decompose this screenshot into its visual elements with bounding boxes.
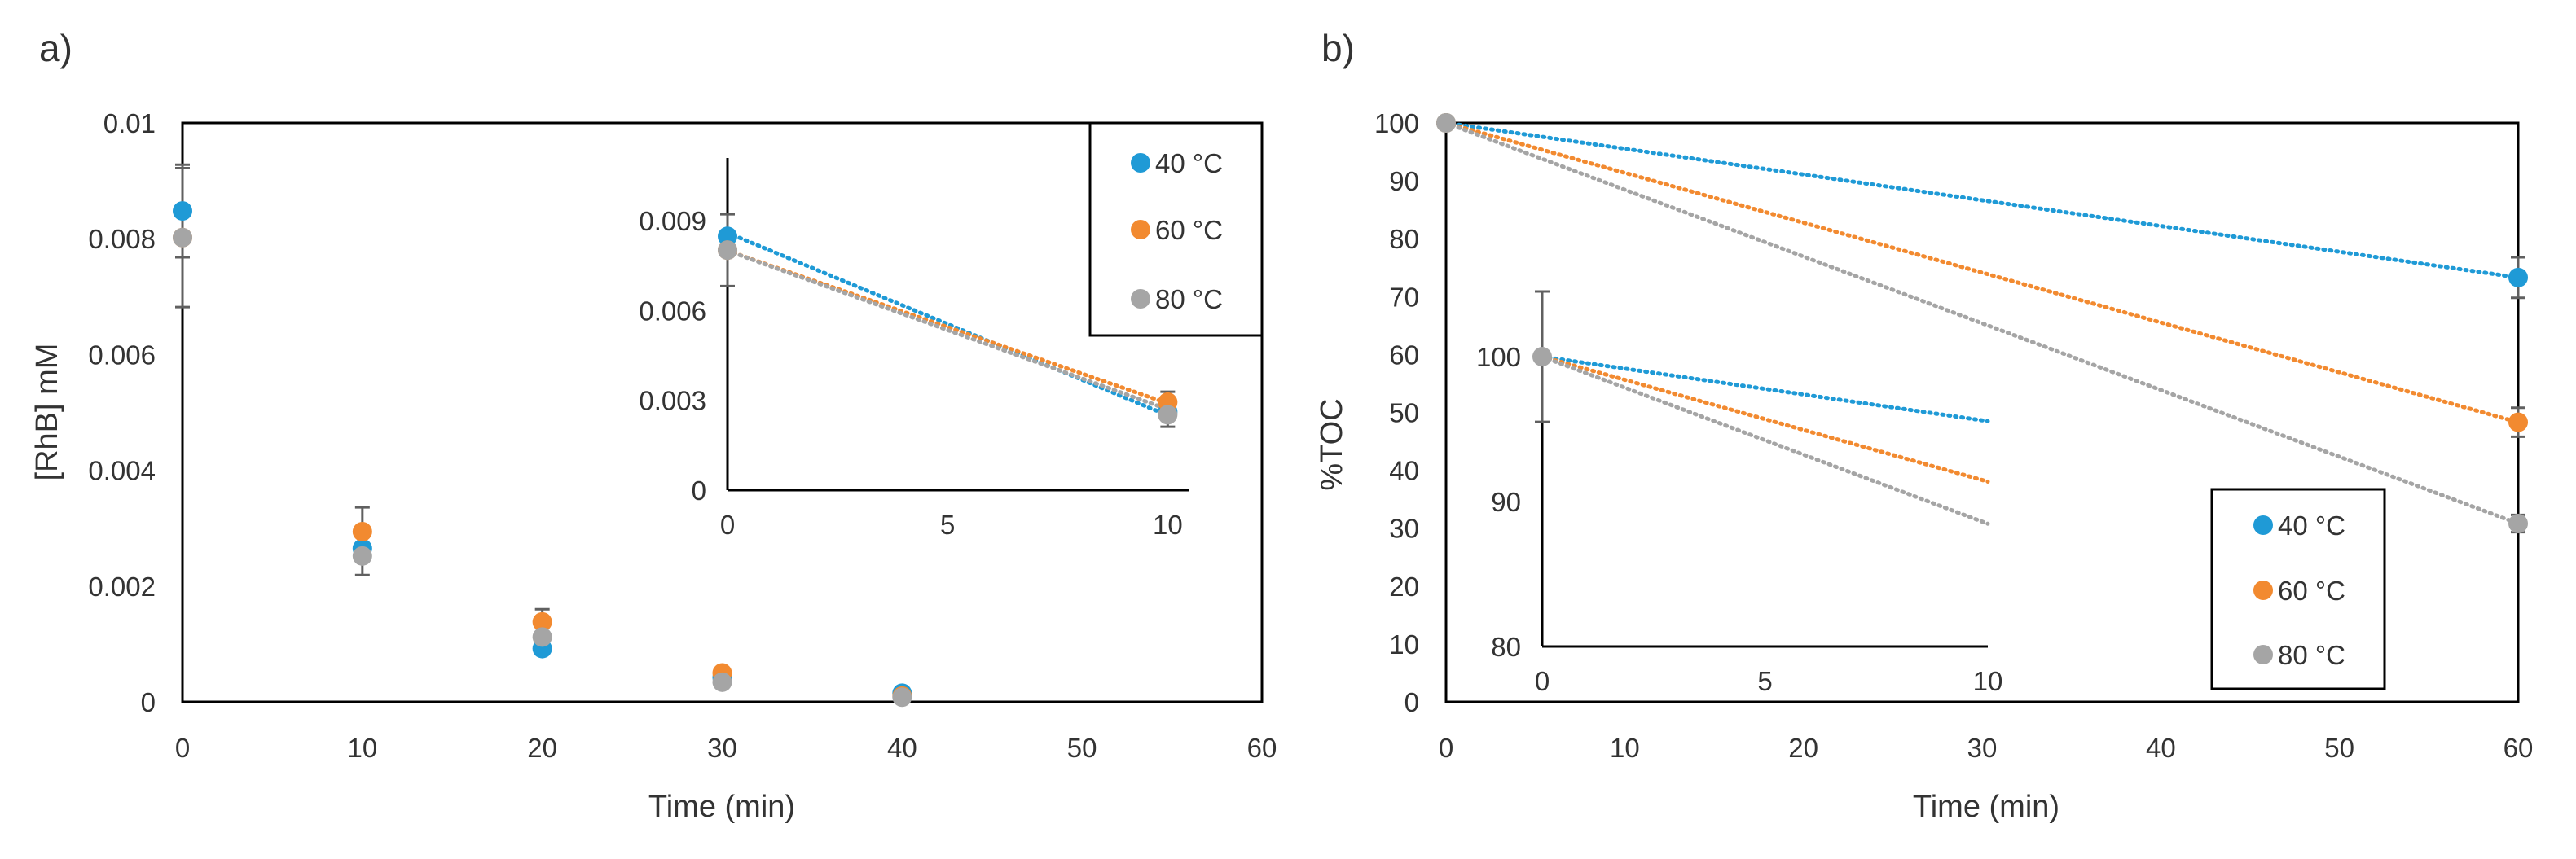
legend-marker [1131,289,1150,309]
legend-marker [2253,645,2273,664]
data-point [1436,113,1456,133]
x-tick-label: 20 [1788,733,1818,763]
y-tick-label: 50 [1389,398,1419,428]
inset-x-tick-label: 0 [720,510,735,540]
data-point [2508,412,2528,432]
inset-y-tick-label: 0.006 [639,296,706,326]
y-tick-label: 0.002 [88,572,156,602]
legend-marker [2253,515,2273,535]
trendline [1444,121,2521,526]
inset-y-tick-label: 0.009 [639,206,706,236]
inset-y-tick-label: 0.003 [639,386,706,416]
data-point [352,546,372,566]
trendline [1444,121,2521,280]
y-tick-label: 10 [1389,629,1419,660]
data-point [2508,267,2528,287]
y-tick-label: 70 [1389,282,1419,312]
x-tick-label: 0 [175,733,190,763]
y-axis-label: %TOC [1315,398,1349,490]
inset-y-tick-label: 90 [1491,487,1521,517]
data-point [892,687,912,708]
y-tick-label: 0.01 [103,108,156,138]
x-tick-label: 60 [2503,733,2534,763]
legend-marker [2253,581,2273,600]
x-tick-label: 40 [887,733,917,763]
x-tick-label: 20 [527,733,557,763]
data-point [2508,514,2528,534]
inset-trendline [725,248,1170,412]
data-point [532,627,552,647]
inset-y-tick-label: 80 [1491,632,1521,662]
legend-label: 60 °C [1155,215,1223,245]
inset-chart: 0 5 10 80 90 100 [1476,290,2003,696]
inset-y-tick-label: 0 [692,476,706,506]
inset-y-tick-label: 100 [1476,342,1521,372]
x-tick-label: 60 [1247,733,1277,763]
panel-b: b)0 10 20 30 40 50 600102030405060708090100Tim… [1315,27,2533,824]
data-point [1532,347,1552,367]
x-tick-label: 10 [1610,733,1640,763]
y-tick-label: 40 [1389,456,1419,486]
data-point [352,521,372,541]
y-axis-label: [RhB] mM [30,344,64,481]
y-tick-label: 90 [1389,166,1419,196]
inset-x-tick-label: 5 [940,510,955,540]
data-point [718,240,737,261]
data-point [1158,405,1178,425]
inset-trendline [1540,354,1990,423]
plot-frame [181,121,1264,703]
y-tick-label: 20 [1389,572,1419,602]
y-tick-label: 0.008 [88,224,156,254]
y-tick-label: 0 [1404,687,1419,717]
panel-a: a)0 10 20 30 40 50 6000.0020.0040.0060.0080.01… [30,27,1277,824]
data-point [712,672,732,692]
legend: 40 °C 60 °C 80 °C [2210,488,2386,690]
x-tick-label: 30 [707,733,737,763]
legend-box [2210,488,2386,690]
legend-label: 80 °C [2278,640,2345,670]
legend-label: 40 °C [1155,148,1223,178]
y-tick-label: 0.004 [88,456,156,486]
inset-trendline [1540,354,1990,526]
inset-chart: 0 5 10 0 0.003 0.006 0.009 [639,158,1189,540]
legend: 40 °C 60 °C 80 °C [1088,121,1264,337]
y-tick-label: 100 [1374,108,1419,138]
y-tick-label: 0.006 [88,340,156,370]
x-tick-label: 0 [1439,733,1453,763]
y-tick-label: 30 [1389,514,1419,544]
trendline [1444,121,2521,425]
legend-label: 60 °C [2278,576,2345,606]
x-tick-label: 50 [1067,733,1097,763]
x-tick-label: 30 [1967,733,1998,763]
data-point [718,226,737,247]
inset-x-tick-label: 10 [1973,666,2003,696]
legend-box [1088,121,1264,337]
data-point [173,201,192,221]
data-point [532,611,552,632]
x-tick-label: 40 [2146,733,2176,763]
y-tick-label: 80 [1389,224,1419,254]
legend-marker [1131,153,1150,173]
panel-label: b) [1321,27,1355,69]
inset-x-tick-label: 5 [1757,666,1772,696]
inset-x-tick-label: 0 [1535,666,1550,696]
x-tick-label: 10 [347,733,377,763]
legend-label: 40 °C [2278,511,2345,541]
inset-trendline [1540,354,1990,484]
legend-marker [1131,220,1150,239]
panel-label: a) [39,27,73,69]
x-axis-label: Time (min) [1913,790,2059,824]
data-point [173,227,192,248]
inset-x-tick-label: 10 [1153,510,1183,540]
x-tick-label: 50 [2324,733,2354,763]
x-axis-label: Time (min) [648,790,795,824]
y-tick-label: 0 [141,687,156,717]
legend-label: 80 °C [1155,284,1223,314]
y-tick-label: 60 [1389,340,1419,370]
